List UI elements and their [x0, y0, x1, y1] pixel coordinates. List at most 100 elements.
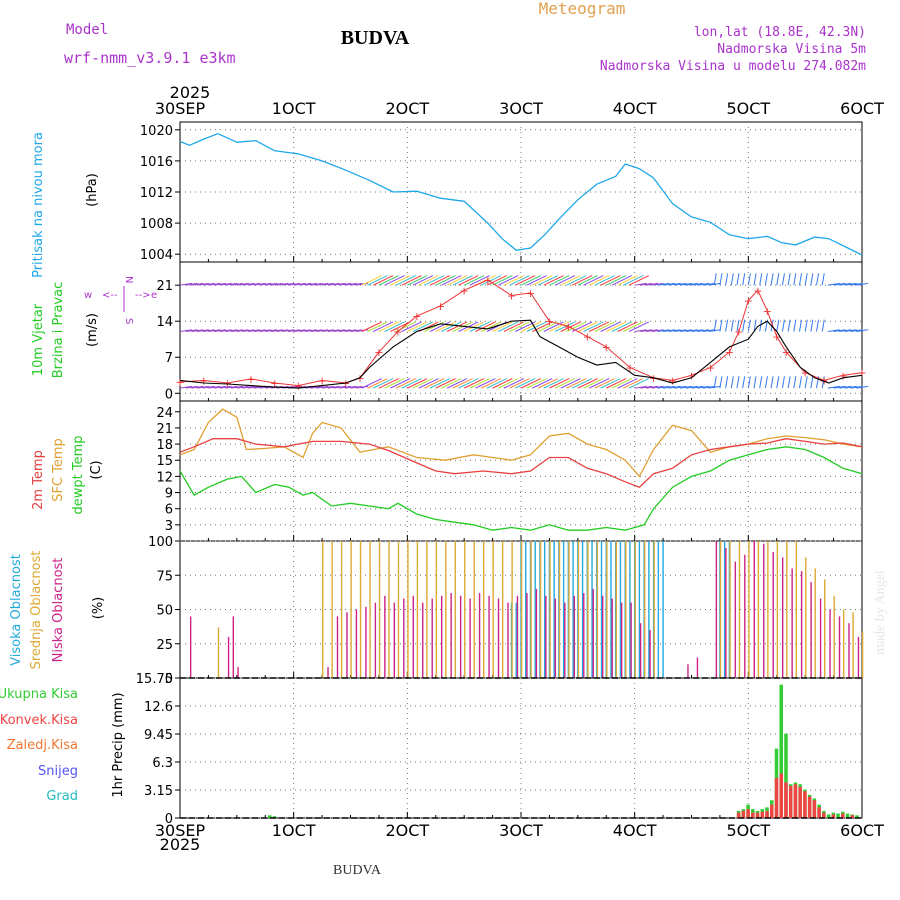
wind-barb	[628, 321, 650, 332]
wind-barb	[333, 282, 346, 286]
wind-compass: w <-- --> e N S	[84, 276, 157, 324]
wind-barb	[412, 321, 434, 332]
wind-barb	[214, 282, 227, 286]
temperature-ytick-label: 21	[156, 422, 173, 437]
wind-barb	[526, 321, 547, 332]
precip-bar	[826, 814, 831, 818]
precip-ytick-label: 9.45	[144, 728, 173, 743]
wind-barb	[759, 273, 763, 286]
wind-gust-marker: +	[374, 346, 383, 359]
temp2m-line	[179, 438, 863, 488]
wind-barb	[520, 275, 542, 286]
wind-barb	[549, 275, 570, 286]
wind-barb	[231, 385, 244, 389]
precip-bar	[267, 815, 272, 818]
wind-barb	[588, 378, 610, 389]
compass-e: e	[151, 290, 157, 301]
wind-barb	[543, 321, 564, 332]
wind-barb	[424, 378, 445, 389]
wind-barb	[776, 376, 780, 389]
wind-barb	[617, 275, 638, 286]
wind-barb	[759, 319, 763, 332]
wind-gust-marker: +	[545, 315, 554, 328]
wind-barb	[742, 273, 746, 286]
precip-ytick-label: 6.3	[152, 756, 173, 771]
wind-gust-line	[179, 279, 863, 387]
pressure-line	[179, 132, 863, 256]
wind-barb	[236, 282, 249, 286]
wind-barb	[856, 329, 869, 332]
time-label-bottom: 30SEP	[155, 821, 206, 840]
wind-barb	[327, 282, 340, 286]
pressure-ytick-label: 1008	[140, 217, 173, 232]
wind-barb	[407, 378, 428, 389]
wind-barb	[691, 385, 704, 389]
precip-bar	[822, 812, 826, 818]
temperature-ytick-label: 9	[165, 487, 173, 502]
wind-barb	[577, 275, 598, 286]
wind-barb	[515, 275, 536, 286]
wind-barb	[441, 275, 462, 286]
model-label: Model	[66, 22, 108, 38]
wind-barb	[816, 273, 820, 286]
wind-barb	[685, 385, 698, 389]
wind-barb	[265, 329, 278, 332]
wind-gust-marker: +	[725, 346, 734, 359]
wind-barb	[498, 275, 519, 286]
precip-bar	[751, 812, 755, 818]
wind-barb	[680, 282, 693, 286]
wind-barb	[185, 329, 198, 332]
wind-barb	[600, 378, 621, 389]
wind-barb	[674, 282, 687, 286]
wind-barb	[452, 378, 473, 389]
wind-barb	[668, 282, 681, 286]
wind-barb	[623, 275, 644, 286]
wind-gust-marker: +	[857, 367, 866, 380]
precip-ytick-label: 0	[165, 812, 173, 827]
pressure-ytick-label: 1020	[140, 124, 173, 139]
wind-barb	[446, 275, 468, 286]
wind-barb	[850, 282, 863, 286]
wind-barb	[480, 321, 502, 332]
wind-barb	[549, 378, 570, 389]
wind-barb	[657, 385, 670, 389]
wind-barb	[844, 329, 857, 332]
wind-barb	[850, 329, 863, 332]
wind-barb	[651, 385, 664, 389]
wind-barb	[270, 282, 283, 286]
meteogram-title: Meteogram	[539, 0, 626, 18]
cloud-ytick-label: 100	[148, 535, 173, 550]
compass-arrow-w: <--	[102, 290, 118, 301]
wind-barb	[333, 329, 346, 332]
time-label-bottom: 6OCT	[840, 821, 884, 840]
cloud-ytick-label: 25	[156, 638, 173, 653]
wind-barb	[418, 275, 439, 286]
wind-barb	[821, 376, 825, 389]
wind-barb	[503, 275, 524, 286]
wind-barb	[856, 385, 869, 389]
wind-barb	[730, 319, 734, 332]
wind-barb	[390, 275, 411, 286]
wind-barb	[747, 319, 751, 332]
wind-barb	[725, 376, 729, 389]
wind-barb	[543, 378, 564, 389]
wind-barb	[725, 319, 729, 332]
precip-ytick-label: 3.15	[144, 784, 173, 799]
precip-bar	[817, 807, 821, 818]
wind-barb	[674, 329, 687, 332]
pressure-unit: (hPa)	[85, 173, 100, 207]
wind-barb	[560, 275, 581, 286]
model-altitude: Nadmorska Visina u modelu 274.082m	[600, 59, 866, 74]
wind-gust-marker: +	[734, 326, 743, 339]
compass-n: N	[123, 276, 134, 283]
wind-gust-marker: +	[317, 374, 326, 387]
wind-barb	[350, 329, 363, 332]
precip-bar	[779, 684, 783, 818]
precip-bar	[779, 773, 783, 818]
wind-barb	[798, 319, 803, 332]
wind-barb	[322, 282, 335, 286]
temperature-ytick-label: 15	[156, 454, 173, 469]
dewpt-label: dewpt Temp	[71, 435, 86, 514]
wind-barb	[248, 329, 261, 332]
